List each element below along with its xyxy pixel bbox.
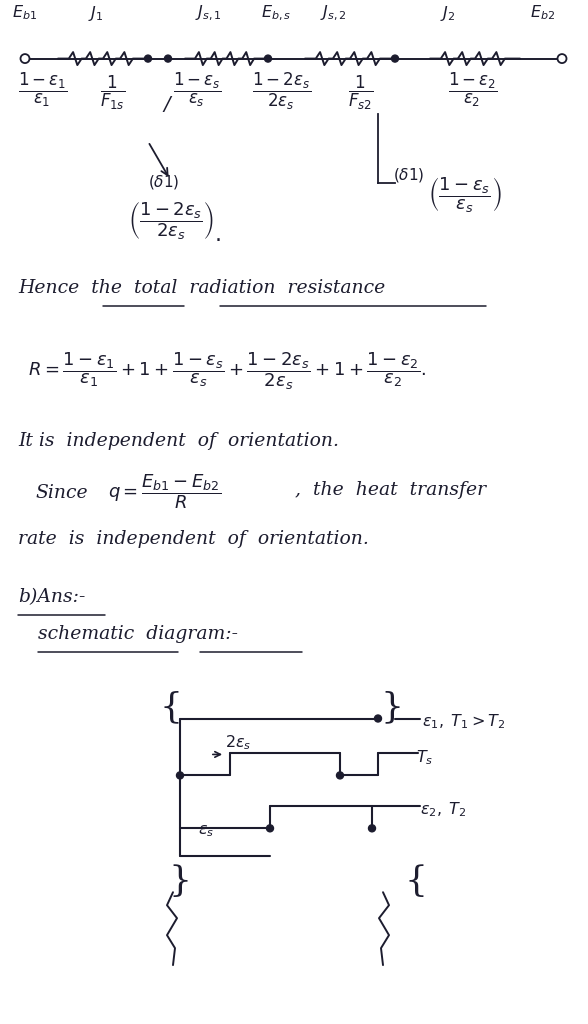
Text: $J_1$: $J_1$ <box>88 4 103 23</box>
Text: $(\delta 1)$: $(\delta 1)$ <box>148 173 179 190</box>
Text: $\dfrac{1}{F_{s2}}$: $\dfrac{1}{F_{s2}}$ <box>348 74 373 113</box>
Text: {: { <box>160 690 183 725</box>
Text: ,  the  heat  transfer: , the heat transfer <box>295 481 486 499</box>
Text: $\left(\dfrac{1-2\varepsilon_s}{2\varepsilon_s}\right)$: $\left(\dfrac{1-2\varepsilon_s}{2\vareps… <box>128 201 213 243</box>
Circle shape <box>145 55 152 62</box>
Text: $E_{b1}$: $E_{b1}$ <box>12 4 37 23</box>
Text: $E_{b2}$: $E_{b2}$ <box>530 4 555 23</box>
Circle shape <box>369 824 376 831</box>
Text: $(\delta 1)$: $(\delta 1)$ <box>393 166 425 184</box>
Text: $\dfrac{1-2\varepsilon_s}{2\varepsilon_s}$: $\dfrac{1-2\varepsilon_s}{2\varepsilon_s… <box>252 71 311 113</box>
Text: $\varepsilon_2,\;T_2$: $\varepsilon_2,\;T_2$ <box>420 800 466 819</box>
Text: It is  independent  of  orientation.: It is independent of orientation. <box>18 432 339 450</box>
Text: $q = \dfrac{E_{b1}-E_{b2}}{R}$: $q = \dfrac{E_{b1}-E_{b2}}{R}$ <box>108 472 222 511</box>
Text: /: / <box>163 94 169 114</box>
Text: $J_{s,2}$: $J_{s,2}$ <box>320 4 347 24</box>
Text: Hence  the  total  radiation  resistance: Hence the total radiation resistance <box>18 280 385 297</box>
Circle shape <box>21 54 29 63</box>
Text: $\varepsilon_1,\; T_1 > T_2$: $\varepsilon_1,\; T_1 > T_2$ <box>422 712 506 731</box>
Text: $E_{b,s}$: $E_{b,s}$ <box>261 4 292 24</box>
Text: $\dfrac{1-\varepsilon_2}{\varepsilon_2}$: $\dfrac{1-\varepsilon_2}{\varepsilon_2}$ <box>448 71 498 110</box>
Text: $\dfrac{1-\varepsilon_1}{\varepsilon_1}$: $\dfrac{1-\varepsilon_1}{\varepsilon_1}$ <box>18 71 68 110</box>
Circle shape <box>336 772 343 779</box>
Text: b)Ans:-: b)Ans:- <box>18 588 85 605</box>
Text: Since: Since <box>35 484 88 502</box>
Circle shape <box>265 55 272 62</box>
Text: $J_2$: $J_2$ <box>440 4 455 23</box>
Text: $2\varepsilon_s$: $2\varepsilon_s$ <box>225 733 252 753</box>
Circle shape <box>176 772 183 779</box>
Circle shape <box>375 715 382 722</box>
Text: $\dfrac{1}{F_{1s}}$: $\dfrac{1}{F_{1s}}$ <box>100 74 125 113</box>
Circle shape <box>266 824 273 831</box>
Circle shape <box>557 54 566 63</box>
Circle shape <box>392 55 399 62</box>
Text: }: } <box>396 861 419 895</box>
Text: $\dfrac{1-\varepsilon_s}{\varepsilon_s}$: $\dfrac{1-\varepsilon_s}{\varepsilon_s}$ <box>173 71 222 110</box>
Text: $\varepsilon_s$: $\varepsilon_s$ <box>198 823 214 839</box>
Text: rate  is  independent  of  orientation.: rate is independent of orientation. <box>18 529 369 548</box>
Text: {: { <box>160 861 183 895</box>
Text: $\left(\dfrac{1-\varepsilon_s}{\varepsilon_s}\right)$: $\left(\dfrac{1-\varepsilon_s}{\varepsil… <box>428 175 502 214</box>
Text: schematic  diagram:-: schematic diagram:- <box>38 625 238 643</box>
Text: $T_s$: $T_s$ <box>416 749 433 767</box>
Text: $R = \dfrac{1-\varepsilon_1}{\varepsilon_1} + 1 + \dfrac{1-\varepsilon_s}{\varep: $R = \dfrac{1-\varepsilon_1}{\varepsilon… <box>28 350 426 392</box>
Text: }: } <box>380 690 403 725</box>
Text: .: . <box>215 225 222 246</box>
Circle shape <box>165 55 172 62</box>
Text: $J_{s,1}$: $J_{s,1}$ <box>195 4 222 24</box>
